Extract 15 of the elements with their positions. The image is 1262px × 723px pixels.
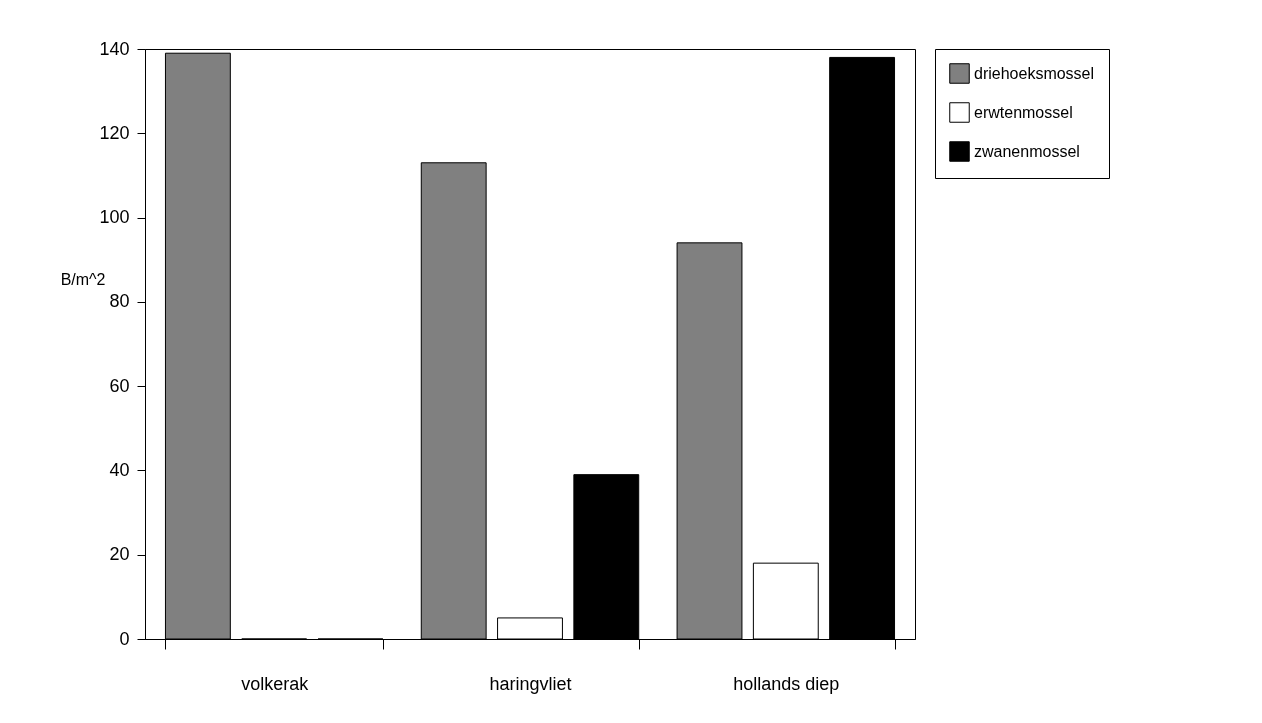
legend-label: zwanenmossel xyxy=(974,142,1080,160)
y-tick-label: 60 xyxy=(109,375,130,396)
x-tick-label: hollands diep xyxy=(733,673,840,694)
y-tick-label: 40 xyxy=(109,459,130,480)
y-tick-label: 100 xyxy=(99,207,130,228)
x-tick-label: volkerak xyxy=(241,673,310,694)
y-tick-label: 20 xyxy=(109,544,130,565)
y-tick-label: 140 xyxy=(99,38,130,59)
legend-label: erwtenmossel xyxy=(974,103,1073,121)
y-tick-label: 120 xyxy=(99,122,130,143)
y-axis-title: B/m^2 xyxy=(60,270,106,288)
legend-label: driehoeksmossel xyxy=(974,64,1095,82)
y-tick-label: 0 xyxy=(119,628,130,649)
x-tick-label: haringvliet xyxy=(489,673,572,694)
y-tick-label: 80 xyxy=(109,291,130,312)
